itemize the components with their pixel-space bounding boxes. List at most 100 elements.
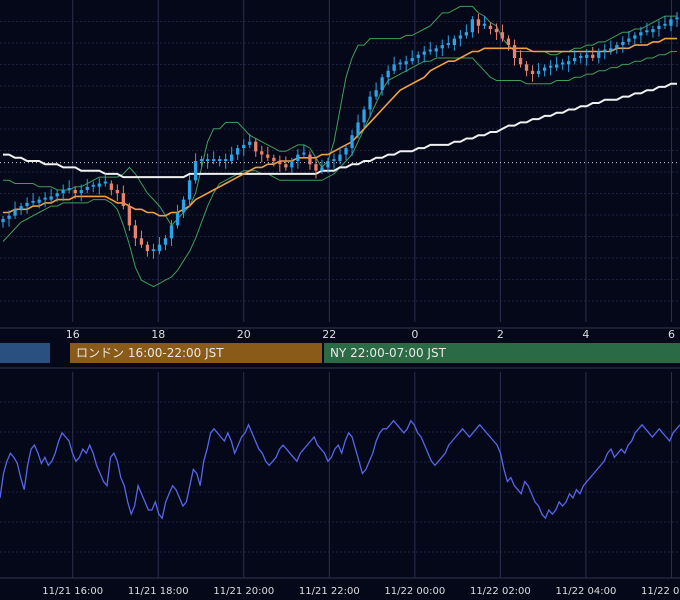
candle-body [446,43,450,45]
candle-body [218,159,222,161]
oscillator-x-axis: 11/21 16:00 11/21 18:00 11/21 20:00 11/21 2… [42,586,680,597]
candle-body [350,135,354,149]
candle-body [206,159,210,161]
price-x-tick-label: 2 [497,328,504,341]
oscillator-x-tick-label: 11/21 16:00 [42,586,103,597]
candle-body [657,25,661,29]
price-x-tick-label: 0 [411,328,418,341]
candle-body [19,206,23,210]
price-panel[interactable] [0,5,680,288]
candle-body [332,159,336,161]
candle-body [187,180,192,200]
candle-body [133,225,137,239]
candle-body [248,141,252,145]
candle-body [458,35,462,39]
candle-body [362,109,366,123]
candle-body [212,159,216,161]
candle-body [627,38,631,42]
oscillator-x-tick-label: 11/21 20:00 [213,586,274,597]
candle-body [506,38,511,45]
candle-body [434,48,438,52]
candle-body [621,41,625,46]
candle-body [452,38,456,45]
candle-body [290,161,294,168]
candle-body [175,212,180,226]
candle-body [440,45,444,49]
candle-body [591,54,595,58]
candle-body [91,184,95,187]
candle-body [416,54,420,58]
candle-body [254,141,258,152]
candle-body [193,161,198,181]
candle-body [542,67,547,71]
candle-body [567,61,571,65]
candle-body [296,154,300,161]
candle-body [615,45,619,49]
candle-body [585,54,589,58]
candle-body [97,183,101,187]
candle-body [230,154,234,161]
candle-body [67,188,71,190]
candle-body [380,77,384,91]
candle-body [663,23,667,26]
candle-body [645,30,649,33]
candle-body [284,164,288,168]
candle-body [127,206,131,226]
candle-body [386,70,390,78]
candle-body [326,161,330,168]
candle-body [500,32,505,39]
candle-body [169,225,174,239]
candle-body [236,148,240,155]
candle-body [181,199,186,213]
candle-body [79,190,83,194]
candle-body [392,64,396,71]
candle-body [410,58,414,62]
candle-body [579,56,583,58]
candle-body [121,193,125,207]
oscillator-panel[interactable] [0,419,680,520]
candle-body [25,202,29,207]
price-x-tick-label: 16 [66,328,80,341]
oscillator-x-tick-label: 11/22 00:00 [384,586,445,597]
candle-body [428,49,432,52]
candle-body [482,23,487,26]
candle-body [518,58,523,65]
candle-body [573,58,577,62]
candle-body [7,215,11,219]
candle-body [338,154,342,161]
oscillator-line [0,419,680,520]
candle-body [422,51,426,55]
candle-body [374,90,378,97]
candle-body [139,238,144,245]
session-bar-ny: NY 22:00-07:00 JST [324,343,680,363]
candle-body [344,148,348,155]
candle-body [320,167,324,171]
candle-body [603,49,607,52]
candle-body [398,62,402,65]
candle-body [272,157,276,161]
price-x-tick-label: 22 [322,328,336,341]
candle-body [85,186,89,190]
candle-body [260,151,264,155]
candle-body [536,70,541,74]
price-x-axis: 16 18 20 22 0 2 4 6 [66,328,675,341]
oscillator-x-tick-label: 11/21 22:00 [299,586,360,597]
candle-body [278,161,282,165]
candle-body [145,244,150,252]
candle-body [470,19,474,33]
candle-body [109,183,113,190]
candle-body [73,190,77,194]
candle-body [61,190,65,194]
candle-body [512,45,517,58]
candle-body [115,190,119,194]
candle-body [597,51,601,58]
session-label-ny: NY 22:00-07:00 JST [330,346,446,360]
candle-body [561,62,565,65]
session-bar-london: ロンドン 16:00-22:00 JST [70,343,322,363]
price-x-tick-label: 18 [151,328,165,341]
candle-body [488,25,493,29]
candle-body [669,19,673,26]
grid [0,0,680,578]
candle-body [163,238,168,245]
